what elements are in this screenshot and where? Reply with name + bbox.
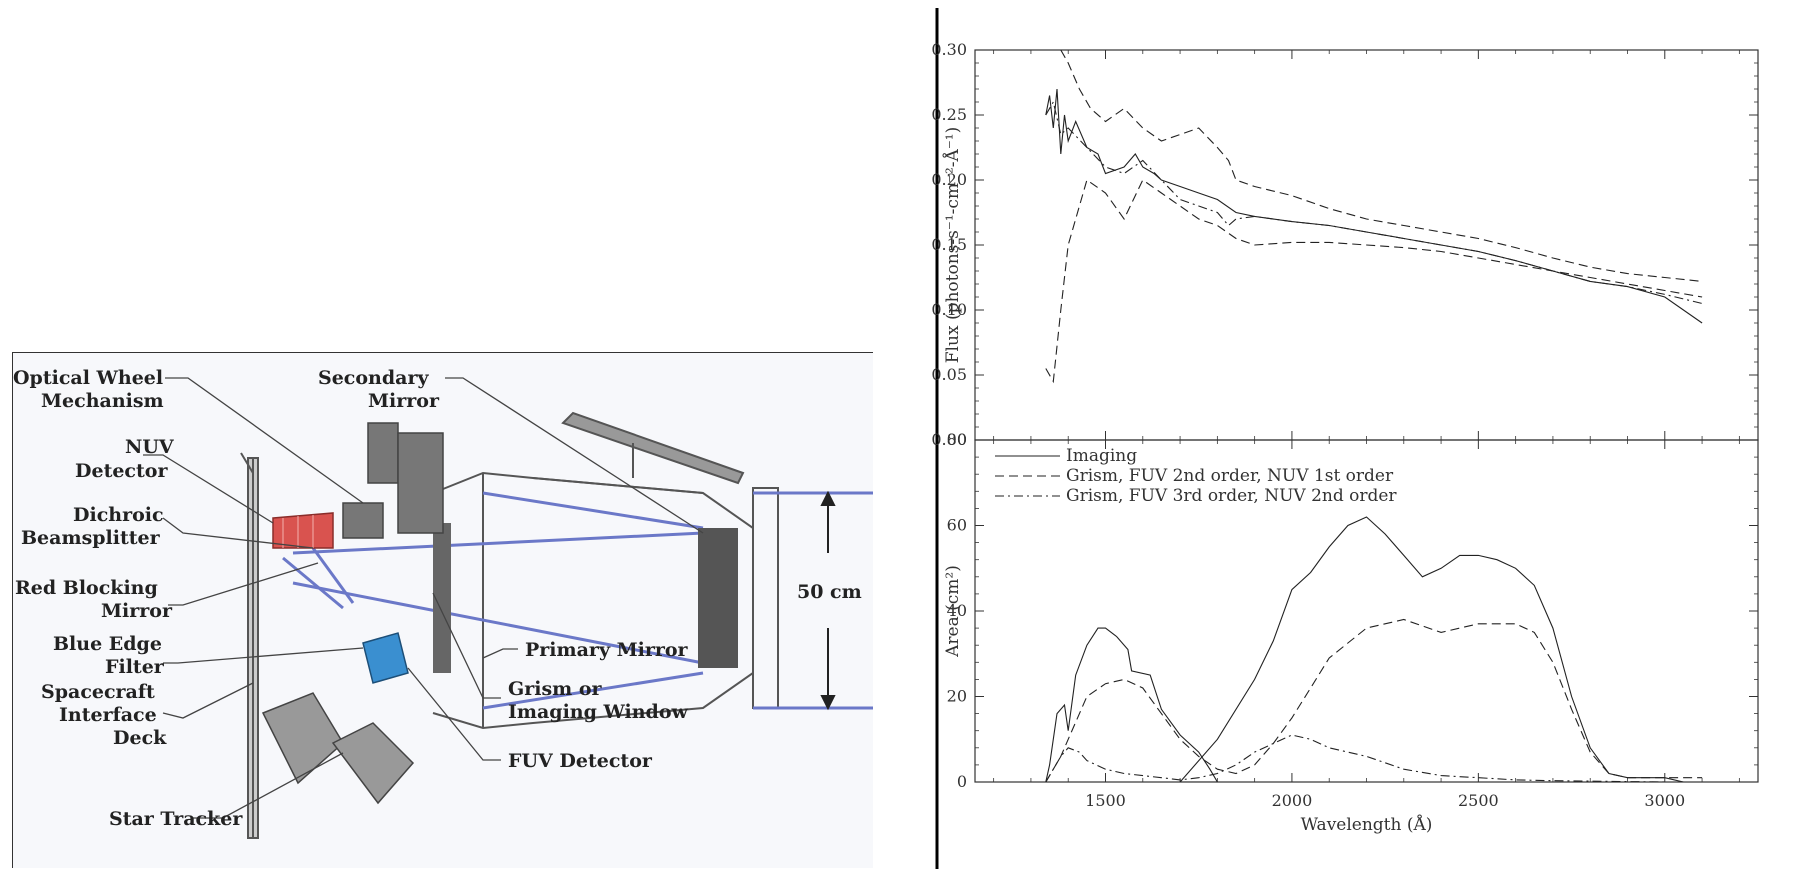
label-red-blocking-line2: Mirror (101, 600, 173, 622)
label-dichroic-line2: Beamsplitter (21, 527, 161, 549)
label-primary-mirror: Primary Mirror (525, 639, 689, 661)
area-series-line-1 (1045, 618, 1703, 782)
area-y-axis-title: Area (cm²) (943, 565, 963, 658)
area-y-tick-label: 80 (947, 430, 967, 449)
label-secondary-mirror-line1: Secondary (318, 367, 429, 389)
label-optical-wheel-line2: Mechanism (41, 390, 164, 412)
star-tracker-shape (261, 692, 415, 805)
telescope-tube (432, 471, 873, 730)
area-x-tick-label: 1500 (1085, 791, 1126, 810)
area-x-tick-label: 2500 (1458, 791, 1499, 810)
area-y-tick-label: 60 (947, 516, 967, 535)
area-y-tick-label: 20 (947, 687, 967, 706)
label-grism-line2: Imaging Window (508, 701, 689, 723)
label-spacecraft-line2: Interface (59, 704, 157, 726)
secondary-mirror-shape (433, 523, 451, 673)
flux-y-tick-label: 0.10 (931, 300, 967, 319)
flux-y-axis-title: Flux (photons-s⁻¹-cm⁻²-Å⁻¹) (942, 127, 963, 363)
instrument-diagram-panel: Optical Wheel Mechanism Secondary Mirror… (12, 352, 873, 868)
label-aperture: 50 cm (797, 581, 862, 603)
flux-series-line-3 (1045, 100, 1703, 305)
nuv-detector-shape (272, 512, 334, 549)
flux-y-tick-label: 0.15 (931, 235, 967, 254)
label-spacecraft-line3: Deck (113, 727, 167, 749)
label-blue-edge-line1: Blue Edge (53, 633, 162, 655)
optical-beam-paths (282, 491, 704, 710)
label-grism-line1: Grism or (508, 678, 603, 700)
aperture-dimension (820, 490, 836, 711)
flux-y-tick-label: 0.05 (931, 365, 967, 384)
label-red-blocking-line1: Red Blocking (15, 577, 158, 599)
label-star-tracker: Star Tracker (109, 808, 243, 830)
legend-label-0: Imaging (1066, 446, 1137, 466)
label-optical-wheel-line1: Optical Wheel (13, 367, 163, 389)
area-chart: 0 20 40 60 80 1500 2000 2500 3000 Area (cm²) Wavel… (943, 430, 1759, 835)
flux-y-tick-label: 0.30 (931, 40, 967, 59)
flux-y-tick-label: 0.20 (931, 170, 967, 189)
label-nuv-detector-line2: Detector (75, 460, 168, 482)
area-series-line-2 (1045, 734, 1665, 782)
label-spacecraft-line1: Spacecraft (41, 681, 155, 703)
spacecraft-deck-structure (240, 452, 259, 839)
area-y-tick-label: 40 (947, 601, 967, 620)
label-dichroic-line1: Dichroic (73, 504, 164, 526)
label-leader-lines (143, 377, 704, 819)
flux-series-line-1 (1045, 179, 1703, 384)
flux-y-tick-label: 0.00 (931, 430, 967, 449)
support-arm (561, 411, 745, 485)
instrument-diagram: Optical Wheel Mechanism Secondary Mirror… (13, 367, 873, 839)
label-blue-edge-line2: Filter (105, 656, 165, 678)
area-series-line-0 (1045, 516, 1684, 782)
area-x-tick-label: 2000 (1272, 791, 1313, 810)
primary-mirror-shape (698, 528, 738, 668)
flux-chart: 0.00 0.05 0.10 0.15 0.20 0.25 0.30 Flux (photon… (931, 40, 1759, 449)
flux-series-line-2 (1060, 50, 1703, 282)
area-y-tick-label: 0 (957, 772, 967, 791)
spectra-charts: 0.00 0.05 0.10 0.15 0.20 0.25 0.30 Flux (photon… (931, 8, 1759, 869)
area-x-axis-title: Wavelength (Å) (1301, 814, 1433, 835)
legend-label-1: Grism, FUV 2nd order, NUV 1st order (1066, 466, 1394, 486)
area-x-tick-label: 3000 (1644, 791, 1685, 810)
optical-wheel-shape (342, 422, 444, 539)
label-secondary-mirror-line2: Mirror (368, 390, 440, 412)
label-nuv-detector-line1: NUV (125, 436, 175, 458)
flux-series-line-0 (1045, 88, 1703, 324)
legend-label-2: Grism, FUV 3rd order, NUV 2nd order (1066, 486, 1397, 506)
flux-y-tick-label: 0.25 (931, 105, 967, 124)
label-fuv-detector: FUV Detector (508, 750, 653, 772)
fuv-detector-shape (362, 632, 409, 684)
